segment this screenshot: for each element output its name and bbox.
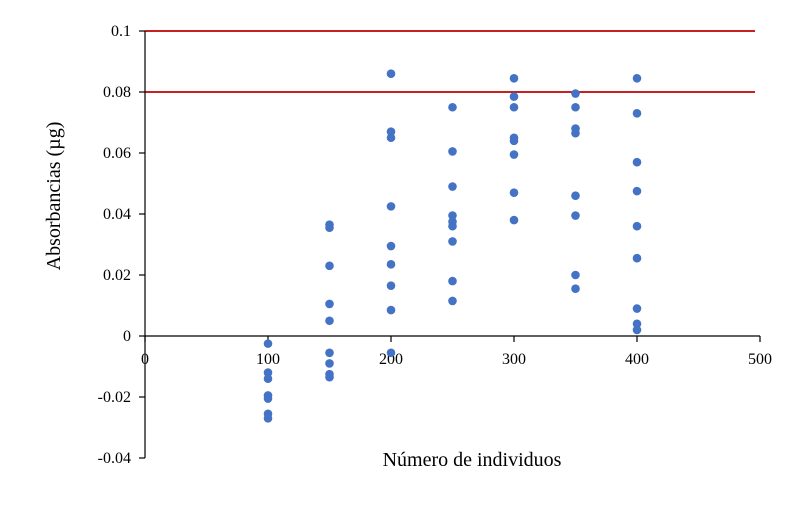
x-axis-ticks: 0 100 200 300 400 500 (141, 336, 772, 368)
data-point (325, 348, 334, 358)
data-point (571, 89, 580, 98)
data-points (263, 69, 642, 423)
data-point (632, 109, 642, 118)
data-point (509, 92, 519, 101)
data-point (571, 128, 580, 138)
y-tick-label: 0.08 (103, 84, 131, 101)
x-tick-label: 300 (502, 351, 526, 368)
data-point (448, 147, 457, 156)
data-point (386, 348, 396, 358)
x-axis-title: Número de individuos (383, 449, 562, 471)
y-tick-label: -0.02 (98, 389, 131, 406)
data-point (386, 127, 396, 136)
x-tick-label: 0 (141, 351, 149, 368)
data-point (325, 223, 334, 233)
y-tick-label: 0.06 (103, 145, 131, 162)
data-point (448, 296, 457, 306)
data-point (386, 281, 396, 290)
data-point (325, 299, 334, 309)
axes (144, 31, 760, 458)
data-point (509, 102, 519, 112)
data-point (325, 316, 334, 326)
data-point (632, 186, 642, 196)
data-point (448, 211, 457, 220)
data-point (632, 221, 642, 231)
data-point (386, 305, 396, 315)
data-point (263, 394, 273, 403)
data-point (571, 284, 580, 294)
reference-lines (145, 30, 755, 93)
data-point (509, 188, 519, 197)
y-axis-ticks: -0.04 -0.02 0 0.02 0.04 0.06 0.08 0.1 (98, 23, 145, 467)
data-point (632, 319, 642, 329)
y-axis-title: Absorbancias (µg) (43, 122, 65, 271)
data-point (386, 133, 396, 143)
data-point (386, 69, 396, 78)
data-point (386, 202, 396, 211)
data-point (448, 182, 457, 191)
data-point (263, 339, 273, 348)
data-point (386, 241, 396, 251)
data-point (448, 102, 457, 112)
data-point (632, 157, 642, 167)
data-point (448, 221, 457, 231)
y-tick-label: 0.04 (103, 206, 131, 223)
data-point (325, 372, 334, 382)
data-point (632, 325, 642, 335)
data-point (386, 260, 396, 269)
data-point (448, 237, 457, 246)
data-point (448, 276, 457, 286)
data-point (571, 211, 580, 220)
x-tick-label: 200 (379, 351, 403, 368)
data-point (632, 304, 642, 313)
data-point (263, 374, 273, 384)
x-tick-label: 400 (625, 351, 649, 368)
data-point (509, 215, 519, 225)
x-tick-label: 100 (256, 351, 280, 368)
data-point (263, 368, 273, 377)
y-tick-label: 0 (123, 328, 131, 345)
data-point (632, 253, 642, 263)
data-point (509, 150, 519, 159)
x-tick-label: 500 (748, 351, 772, 368)
data-point (571, 270, 580, 280)
data-point (632, 73, 642, 83)
data-point (325, 359, 334, 368)
data-point (263, 414, 273, 423)
data-point (325, 261, 334, 271)
data-point (571, 102, 580, 112)
data-point (509, 73, 519, 83)
y-tick-label: -0.04 (98, 450, 131, 467)
y-tick-label: 0.02 (103, 267, 131, 284)
data-point (571, 191, 580, 200)
data-point (509, 136, 519, 146)
y-tick-label: 0.1 (111, 23, 131, 40)
